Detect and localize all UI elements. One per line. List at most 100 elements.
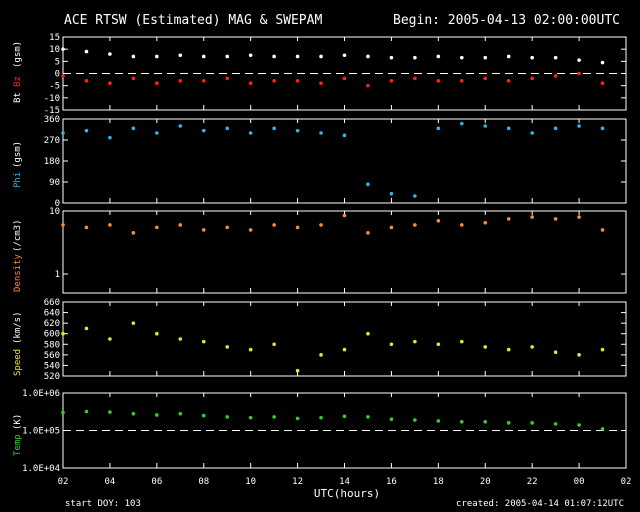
bz-point xyxy=(553,74,558,78)
temp-point xyxy=(131,411,136,416)
speed-ytick-label: 660 xyxy=(44,298,60,308)
phi-point xyxy=(178,124,183,128)
density-point xyxy=(319,223,323,227)
density-data-group xyxy=(61,213,605,235)
phi-point xyxy=(553,126,558,131)
bz-point xyxy=(530,76,534,81)
temp-point xyxy=(225,415,230,419)
mag-ytick-label: 5 xyxy=(55,57,60,67)
bz-point xyxy=(366,83,370,88)
bt-point xyxy=(248,53,253,58)
phi-ytick-label: 0 xyxy=(55,199,60,209)
speed-point xyxy=(131,321,136,325)
bt-point xyxy=(459,55,464,60)
bz-point xyxy=(459,79,464,83)
bz-point xyxy=(178,79,183,83)
phi-data-group xyxy=(61,121,605,198)
x-axis-label: UTC(hours) xyxy=(314,487,380,500)
bz-point xyxy=(319,81,323,86)
temp-point xyxy=(248,415,253,420)
temp-point xyxy=(389,417,394,422)
temp-point xyxy=(436,419,441,423)
x-tick-label: 02 xyxy=(58,477,69,487)
mag-ytick-label: -15 xyxy=(44,106,60,116)
phi-point xyxy=(366,182,370,187)
speed-ytick-label: 580 xyxy=(44,340,60,350)
created-time: created: 2005-04-14 01:07:12UTC xyxy=(456,499,624,509)
speed-point xyxy=(342,347,347,352)
phi-ylabel-unit: (gsm) xyxy=(13,141,23,168)
bz-point xyxy=(295,79,300,83)
bz-point xyxy=(108,81,112,86)
phi-point xyxy=(155,131,159,135)
bt-point xyxy=(413,55,417,60)
bt-point xyxy=(295,54,300,59)
bt-point xyxy=(84,49,89,54)
mag-ytick-label: -5 xyxy=(49,82,60,92)
speed-point xyxy=(108,337,112,341)
speed-ytick-label: 560 xyxy=(44,351,60,361)
temp-ylabel-name: Temp xyxy=(13,434,23,456)
mag-ylabel-unit: (gsm) xyxy=(13,41,23,68)
phi-point xyxy=(389,191,394,196)
x-tick-label: 04 xyxy=(104,477,115,487)
bz-point xyxy=(84,79,89,83)
x-axis-group: 02 04 06 08 10 12 14 16 18 20 22 00 02 xyxy=(58,477,632,487)
speed-point xyxy=(248,347,253,352)
bz-point xyxy=(61,74,65,78)
temp-point xyxy=(155,413,159,417)
phi-point xyxy=(459,121,464,126)
speed-point xyxy=(155,331,159,336)
mag-data-group xyxy=(61,47,626,88)
density-point xyxy=(530,215,534,219)
temp-point xyxy=(553,422,558,426)
phi-point xyxy=(295,128,300,133)
mag-ylabel-bz: Bz xyxy=(13,76,23,87)
speed-point xyxy=(389,342,394,347)
density-point xyxy=(483,220,488,225)
speed-point xyxy=(530,345,534,349)
density-point xyxy=(600,228,605,232)
mag-ylabel-bt: Bt xyxy=(13,92,23,103)
bt-point xyxy=(131,54,136,59)
phi-point xyxy=(272,126,276,131)
phi-point xyxy=(61,131,65,135)
bz-point xyxy=(483,76,488,81)
bt-point xyxy=(366,54,370,59)
bt-point xyxy=(155,54,159,59)
density-point xyxy=(342,213,347,218)
phi-point xyxy=(577,124,581,128)
speed-ytick-label: 640 xyxy=(44,309,60,319)
bt-point xyxy=(553,55,558,60)
density-point xyxy=(248,228,253,232)
temp-point xyxy=(506,421,511,425)
temp-point xyxy=(178,411,183,416)
speed-point xyxy=(436,342,441,347)
mag-panel: -15 -10 -5 0 5 10 15 Bt Bz (gsm) xyxy=(13,33,627,116)
density-point xyxy=(295,225,300,230)
speed-ytick-label: 520 xyxy=(44,372,60,382)
speed-ytick-label: 600 xyxy=(44,330,60,340)
temp-point xyxy=(295,416,300,421)
phi-point xyxy=(248,131,253,135)
temp-point xyxy=(577,423,581,427)
x-tick-label: 00 xyxy=(574,477,585,487)
density-panel: 1 10 Density (/cm3) xyxy=(13,207,627,294)
bz-point xyxy=(436,79,441,83)
x-tick-label: 14 xyxy=(339,477,350,487)
bz-point xyxy=(506,79,511,83)
speed-point xyxy=(413,339,417,344)
speed-data-group xyxy=(61,321,605,373)
temp-ylabel-unit: (K) xyxy=(13,414,23,430)
x-tick-label: 20 xyxy=(480,477,491,487)
density-point xyxy=(436,218,441,223)
density-point xyxy=(553,217,558,221)
density-point xyxy=(577,215,581,219)
bz-point xyxy=(342,76,347,81)
speed-ylabel-unit: (km/s) xyxy=(13,311,23,344)
density-point xyxy=(389,225,394,230)
phi-tick-group: 0 90 180 270 360 xyxy=(44,115,627,209)
temp-point xyxy=(201,413,206,418)
